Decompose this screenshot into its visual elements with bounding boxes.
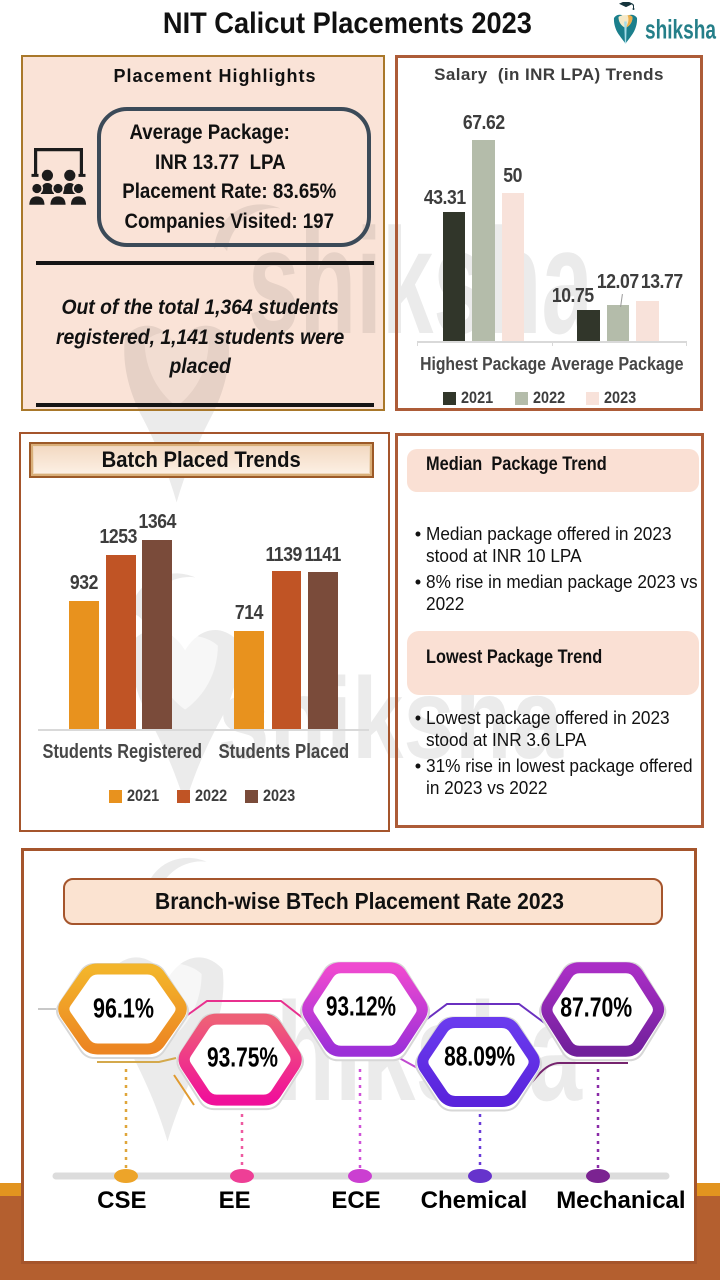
svg-text:96.1%: 96.1% [93, 993, 154, 1024]
svg-text:shiksha: shiksha [248, 197, 594, 365]
svg-text:87.70%: 87.70% [560, 992, 632, 1023]
svg-text:shiksha: shiksha [645, 14, 716, 44]
svg-text:93.12%: 93.12% [326, 991, 396, 1022]
svg-text:93.75%: 93.75% [207, 1042, 278, 1073]
svg-text:88.09%: 88.09% [444, 1041, 515, 1072]
